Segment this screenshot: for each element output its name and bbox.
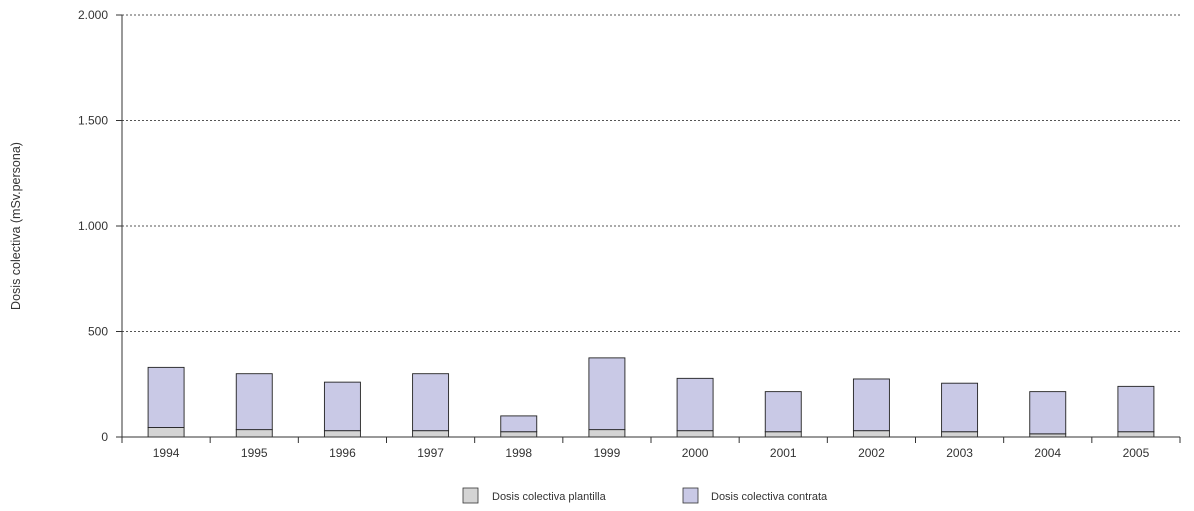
bar-contrata-1994 bbox=[147, 366, 185, 428]
x-tick-label: 2003 bbox=[946, 446, 973, 460]
y-tick-label: 1.000 bbox=[78, 219, 108, 233]
legend-label-plantilla: Dosis colectiva plantilla bbox=[492, 491, 607, 503]
bar-plantilla-1999 bbox=[588, 429, 626, 438]
y-axis-title: Dosis colectiva (mSv.persona) bbox=[9, 142, 23, 310]
bar-contrata-2004 bbox=[1029, 391, 1067, 435]
gridlines bbox=[122, 14, 1180, 332]
x-tick-label: 1996 bbox=[329, 446, 356, 460]
bar-plantilla-1998 bbox=[500, 431, 538, 438]
y-tick-label: 500 bbox=[88, 325, 108, 339]
x-tick-label: 2000 bbox=[682, 446, 709, 460]
bar-plantilla-2002 bbox=[852, 430, 890, 438]
x-tick-label: 1999 bbox=[594, 446, 621, 460]
x-tick-label: 1998 bbox=[505, 446, 532, 460]
x-tick-label: 1995 bbox=[241, 446, 268, 460]
y-tick-label: 1.500 bbox=[78, 114, 108, 128]
bar-contrata-1996 bbox=[323, 381, 361, 432]
bar-plantilla-1996 bbox=[323, 430, 361, 438]
x-tick-label: 2002 bbox=[858, 446, 885, 460]
bar-plantilla-1997 bbox=[412, 430, 450, 438]
y-tick-label: 2.000 bbox=[78, 8, 108, 22]
legend: Dosis colectiva plantilla Dosis colectiv… bbox=[462, 487, 828, 504]
bar-contrata-1997 bbox=[412, 373, 450, 432]
x-tick-label: 2001 bbox=[770, 446, 797, 460]
bar-contrata-2005 bbox=[1117, 385, 1155, 433]
legend-swatch-contrata bbox=[682, 487, 699, 504]
legend-label-contrata: Dosis colectiva contrata bbox=[711, 491, 828, 503]
bar-plantilla-1995 bbox=[235, 429, 273, 438]
tick-labels: 0 500 1.000 1.500 2.000 1994 1995 1996 1997 1998 1… bbox=[78, 8, 1181, 460]
x-tick-label: 1997 bbox=[417, 446, 444, 460]
bars bbox=[147, 357, 1155, 438]
x-tick-label: 2005 bbox=[1123, 446, 1150, 460]
bar-contrata-2002 bbox=[852, 378, 890, 432]
bar-contrata-2003 bbox=[941, 382, 979, 433]
bar-contrata-1998 bbox=[500, 415, 538, 433]
bar-contrata-2001 bbox=[764, 391, 802, 433]
legend-swatch-plantilla bbox=[462, 487, 479, 504]
bar-contrata-1995 bbox=[235, 373, 273, 431]
bar-plantilla-1994 bbox=[147, 427, 185, 438]
x-tick-label: 1994 bbox=[153, 446, 180, 460]
bar-contrata-1999 bbox=[588, 357, 626, 431]
x-tick-label: 2004 bbox=[1034, 446, 1061, 460]
bar-contrata-2000 bbox=[676, 377, 714, 432]
y-tick-label: 0 bbox=[101, 430, 108, 444]
bar-plantilla-2003 bbox=[941, 431, 979, 438]
bar-plantilla-2000 bbox=[676, 430, 714, 438]
bar-plantilla-2001 bbox=[764, 431, 802, 438]
bar-plantilla-2005 bbox=[1117, 431, 1155, 438]
